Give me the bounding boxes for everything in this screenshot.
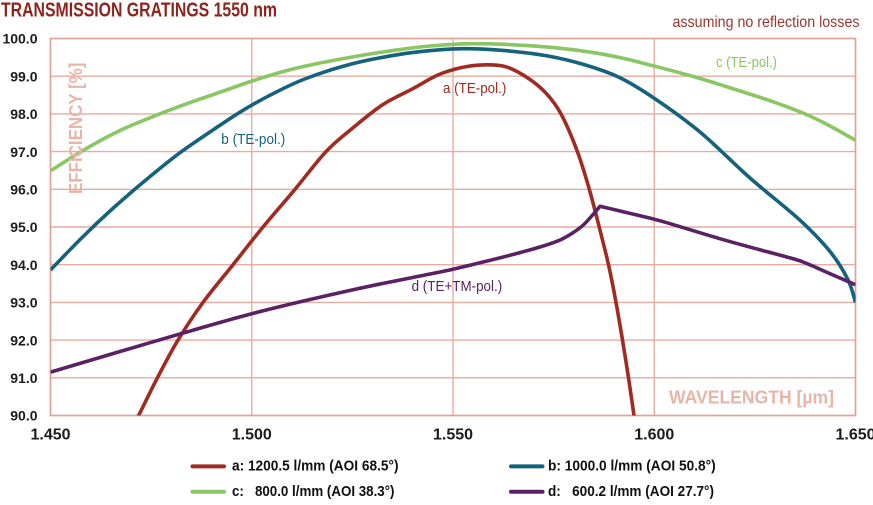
svg-text:WAVELENGTH [µm]: WAVELENGTH [µm] bbox=[669, 388, 834, 408]
svg-text:c (TE-pol.): c (TE-pol.) bbox=[716, 54, 777, 71]
svg-text:91.0: 91.0 bbox=[10, 370, 37, 386]
svg-text:99.0: 99.0 bbox=[10, 68, 37, 84]
svg-text:98.0: 98.0 bbox=[10, 106, 37, 122]
svg-text:1.600: 1.600 bbox=[634, 427, 674, 444]
svg-text:93.0: 93.0 bbox=[10, 295, 37, 311]
svg-text:a: 1200.5 l/mm (AOI 68.5°): a: 1200.5 l/mm (AOI 68.5°) bbox=[232, 457, 399, 474]
svg-text:92.0: 92.0 bbox=[10, 332, 37, 348]
svg-text:1.450: 1.450 bbox=[30, 427, 70, 444]
svg-text:100.0: 100.0 bbox=[2, 31, 37, 47]
svg-text:a (TE-pol.): a (TE-pol.) bbox=[443, 80, 506, 97]
svg-text:97.0: 97.0 bbox=[10, 144, 37, 160]
svg-text:c: 800.0 l/mm (AOI 38.3°): c: 800.0 l/mm (AOI 38.3°) bbox=[232, 483, 395, 500]
svg-text:d: 600.2 l/mm (AOI 27.7°): d: 600.2 l/mm (AOI 27.7°) bbox=[548, 483, 714, 500]
svg-text:b: 1000.0 l/mm (AOI 50.8°): b: 1000.0 l/mm (AOI 50.8°) bbox=[548, 457, 716, 474]
svg-text:96.0: 96.0 bbox=[10, 182, 37, 198]
svg-text:94.0: 94.0 bbox=[10, 257, 37, 273]
svg-text:TRANSMISSION GRATINGS 1550 nm: TRANSMISSION GRATINGS 1550 nm bbox=[1, 0, 277, 22]
svg-text:assuming no reflection losses: assuming no reflection losses bbox=[673, 14, 860, 31]
svg-text:90.0: 90.0 bbox=[10, 408, 37, 424]
svg-text:b (TE-pol.): b (TE-pol.) bbox=[221, 131, 285, 148]
svg-text:95.0: 95.0 bbox=[10, 219, 37, 235]
svg-text:1.500: 1.500 bbox=[232, 427, 272, 444]
svg-text:1.550: 1.550 bbox=[433, 427, 473, 444]
svg-text:1.650: 1.650 bbox=[835, 427, 873, 444]
svg-text:d (TE+TM-pol.): d (TE+TM-pol.) bbox=[412, 278, 503, 295]
svg-text:EFFICIENCY [%]: EFFICIENCY [%] bbox=[66, 63, 86, 195]
